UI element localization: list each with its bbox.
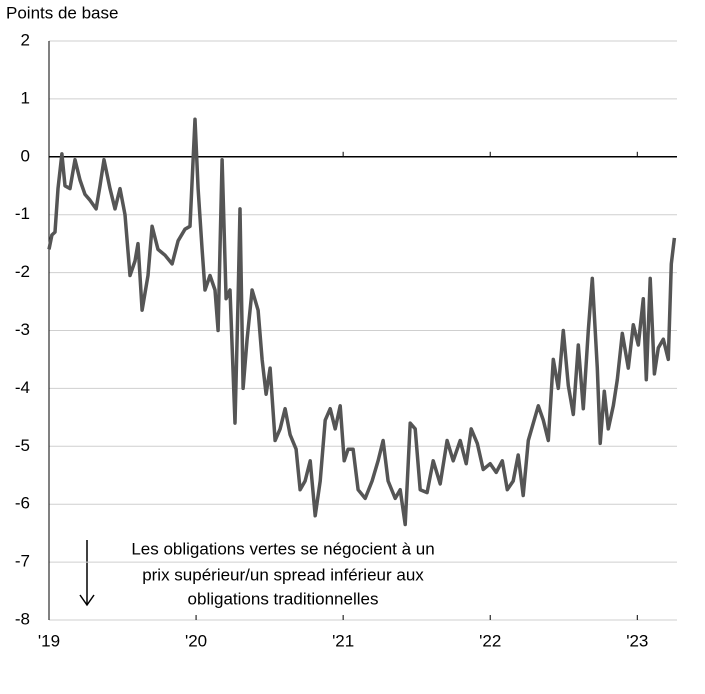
line-series xyxy=(47,117,677,527)
y-tick-label: -5 xyxy=(15,436,30,455)
y-tick-label: 1 xyxy=(21,88,30,107)
y-tick-label: 0 xyxy=(21,146,30,165)
x-tick-label: '19 xyxy=(38,631,60,650)
y-tick-label: -7 xyxy=(15,552,30,571)
annotation: obligations traditionnelles xyxy=(188,589,379,608)
y-tick-label: 2 xyxy=(21,30,30,49)
y-axis-label: Points de base xyxy=(6,3,118,22)
x-tick-label: '22 xyxy=(479,631,501,650)
y-tick-label: -1 xyxy=(15,204,30,223)
y-tick-label: -3 xyxy=(15,320,30,339)
x-tick-label: '23 xyxy=(626,631,648,650)
y-tick-label: -4 xyxy=(15,378,30,397)
y-tick-label: -2 xyxy=(15,262,30,281)
x-tick-label: '21 xyxy=(332,631,354,650)
arrow-head xyxy=(79,594,95,607)
x-tick-label: '20 xyxy=(185,631,207,650)
annotation: prix supérieur/un spread inférieur aux xyxy=(142,565,424,584)
y-tick-label: -6 xyxy=(15,494,30,513)
y-tick-label: -8 xyxy=(15,609,30,628)
annotation: Les obligations vertes se négocient à un xyxy=(131,539,434,558)
